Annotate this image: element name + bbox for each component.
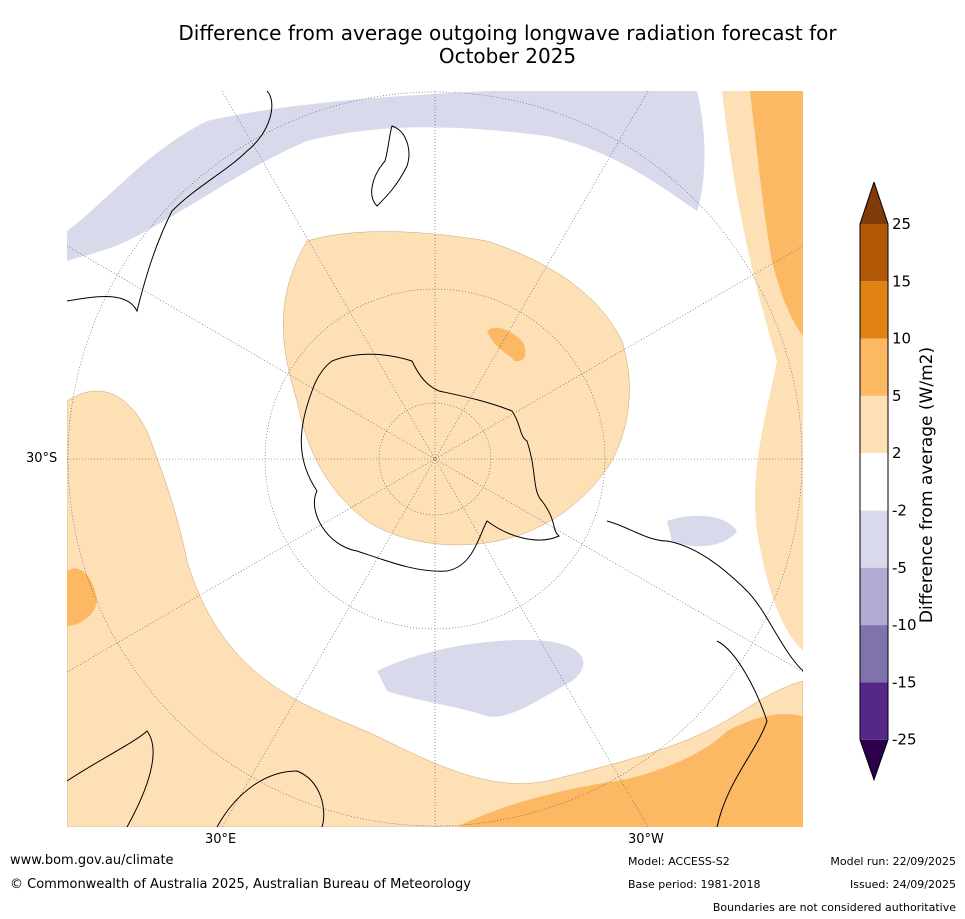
colorbar-ticks: 25 15 10 5 2 -2 -5 -10 -15 -25 bbox=[892, 215, 917, 749]
colorbar-tick-label: -5 bbox=[892, 559, 907, 577]
colorbar-tick-label: 25 bbox=[892, 215, 911, 233]
footer-disclaimer: Boundaries are not considered authoritat… bbox=[712, 901, 956, 914]
colorbar-swatches bbox=[859, 182, 889, 782]
colorbar-bin bbox=[860, 567, 888, 626]
colorbar-tick-label: 5 bbox=[892, 387, 902, 405]
colorbar-bin bbox=[860, 224, 888, 282]
colorbar-tick-label: -25 bbox=[892, 731, 917, 749]
colorbar-tick-label: -15 bbox=[892, 673, 917, 691]
africa-coastline bbox=[67, 730, 325, 827]
colorbar-tick-label: -10 bbox=[892, 616, 917, 634]
polar-map bbox=[67, 91, 803, 827]
colorbar-bin bbox=[860, 281, 888, 339]
colorbar-tick-label: 2 bbox=[892, 444, 902, 462]
coastlines bbox=[67, 91, 803, 827]
anomaly-ring-light-orange bbox=[67, 390, 803, 827]
colorbar-bin bbox=[860, 395, 888, 454]
chart-title: Difference from average outgoing longwav… bbox=[140, 22, 875, 68]
footer-issued: Issued: 24/09/2025 bbox=[849, 878, 956, 891]
anomaly-polar-cap bbox=[283, 231, 630, 546]
anomaly-bottom-purple bbox=[377, 640, 584, 717]
colorbar-bin bbox=[860, 682, 888, 740]
anomaly-right-band-orange bbox=[750, 91, 803, 336]
anomaly-lower-right-orange bbox=[457, 714, 803, 827]
colorbar-bin bbox=[860, 338, 888, 396]
footer-model: Model: ACCESS-S2 bbox=[628, 855, 730, 868]
anomaly-right-purple bbox=[667, 515, 737, 547]
lat-label-30s: 30°S bbox=[26, 451, 58, 466]
colorbar-tick-label: 10 bbox=[892, 330, 911, 348]
anomaly-top-purple bbox=[67, 91, 705, 261]
colorbar: 25 15 10 5 2 -2 -5 -10 -15 -25 bbox=[859, 182, 917, 782]
map-panel bbox=[67, 91, 803, 827]
footer-copyright: © Commonwealth of Australia 2025, Austra… bbox=[10, 877, 471, 892]
title-line-1: Difference from average outgoing longwav… bbox=[178, 21, 837, 45]
title-line-2: October 2025 bbox=[438, 44, 577, 68]
footer-website[interactable]: www.bom.gov.au/climate bbox=[10, 853, 174, 868]
colorbar-outline bbox=[859, 182, 889, 782]
colorbar-tick-label: 15 bbox=[892, 272, 911, 290]
graticule bbox=[67, 91, 803, 827]
anomaly-polar-orange-spot bbox=[487, 327, 526, 362]
colorbar-tick-label: -2 bbox=[892, 502, 907, 520]
colorbar-bin bbox=[860, 453, 888, 511]
footer-base-period: Base period: 1981-2018 bbox=[628, 878, 761, 891]
new-zealand-coastline bbox=[371, 125, 410, 207]
footer-model-run: Model run: 22/09/2025 bbox=[830, 855, 956, 868]
lon-label-30w: 30°W bbox=[628, 832, 664, 847]
colorbar-bin bbox=[860, 625, 888, 683]
colorbar-bin bbox=[860, 510, 888, 568]
south-america-coastline bbox=[606, 520, 803, 827]
antarctica-coastline bbox=[300, 353, 560, 572]
lon-label-30e: 30°E bbox=[205, 832, 237, 847]
colorbar-extend-top bbox=[860, 182, 888, 224]
colorbar-title: Difference from average (W/m2) bbox=[917, 346, 937, 624]
australia-coastline bbox=[67, 91, 273, 313]
colorbar-extend-bottom bbox=[860, 739, 888, 780]
